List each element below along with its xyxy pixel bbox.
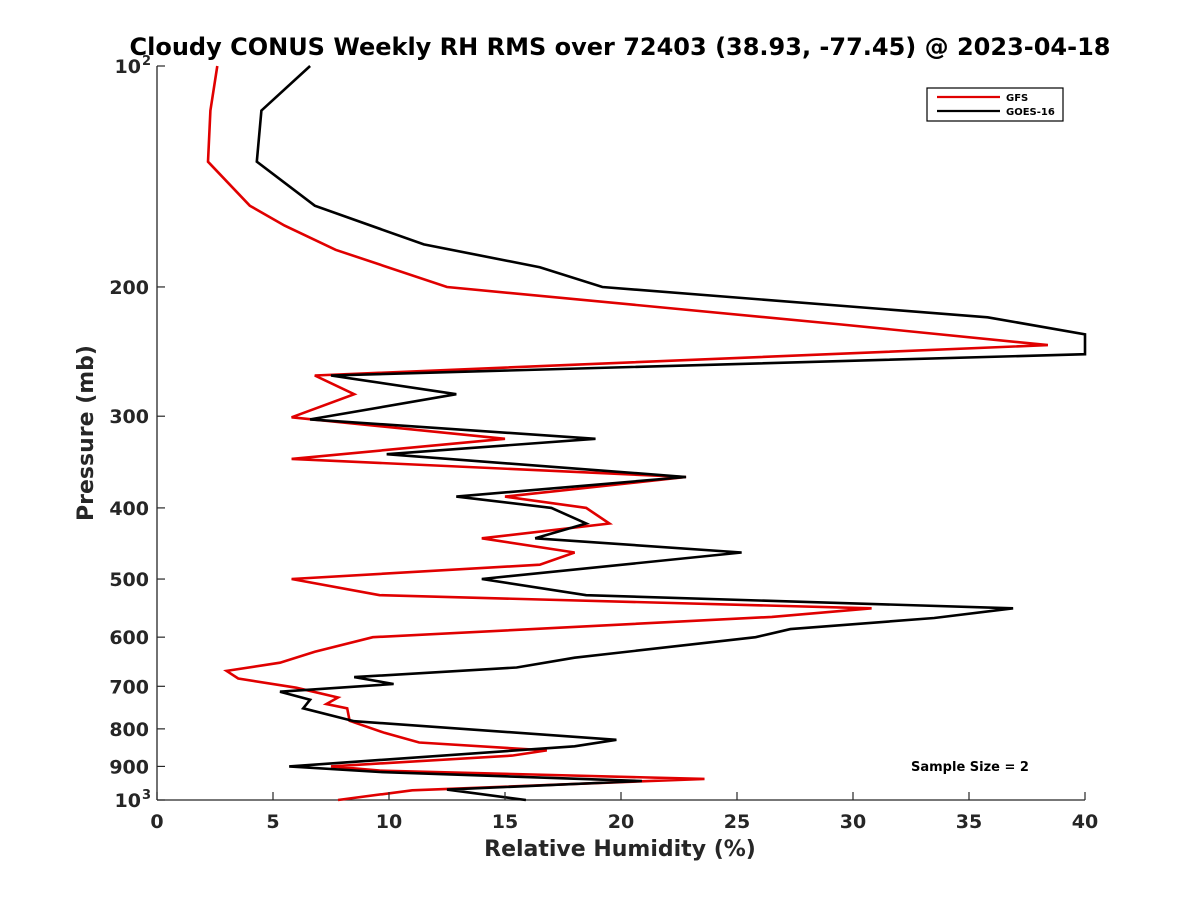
legend: GFS GOES-16	[926, 87, 1064, 122]
series-layer	[206, 65, 1087, 802]
y-tick-label: 10	[115, 56, 141, 78]
series-line-goes16	[255, 65, 1087, 802]
y-tick-label: 500	[109, 569, 149, 591]
x-tick-label: 5	[266, 811, 279, 833]
x-tick-label: 10	[376, 811, 402, 833]
y-tick-exponent: 2	[142, 54, 151, 69]
y-axis-label: Pressure (mb)	[74, 345, 99, 521]
x-tick-label: 40	[1072, 811, 1098, 833]
x-tick-label: 30	[840, 811, 866, 833]
x-axis-label: Relative Humidity (%)	[484, 837, 756, 862]
y-tick-label: 800	[109, 719, 149, 741]
x-tick-label: 25	[724, 811, 750, 833]
y-tick-label: 600	[109, 627, 149, 649]
chart-title: Cloudy CONUS Weekly RH RMS over 72403 (3…	[130, 33, 1111, 61]
y-tick-exponent: 3	[142, 788, 151, 803]
y-tick-label: 900	[109, 756, 149, 778]
y-tick-label: 300	[109, 406, 149, 428]
x-tick-label: 35	[956, 811, 982, 833]
y-tick-label: 700	[109, 676, 149, 698]
x-tick-label: 0	[150, 811, 163, 833]
legend-box	[926, 87, 1064, 122]
legend-label-gfs: GFS	[1006, 93, 1028, 104]
legend-label-goes16: GOES-16	[1006, 107, 1055, 118]
x-tick-label: 15	[492, 811, 518, 833]
y-tick-label: 10	[115, 790, 141, 812]
x-tick-label: 20	[608, 811, 634, 833]
y-tick-label: 200	[109, 277, 149, 299]
series-line-gfs	[206, 65, 1049, 802]
y-tick-label: 400	[109, 498, 149, 520]
sample-size-annotation: Sample Size = 2	[911, 760, 1029, 775]
